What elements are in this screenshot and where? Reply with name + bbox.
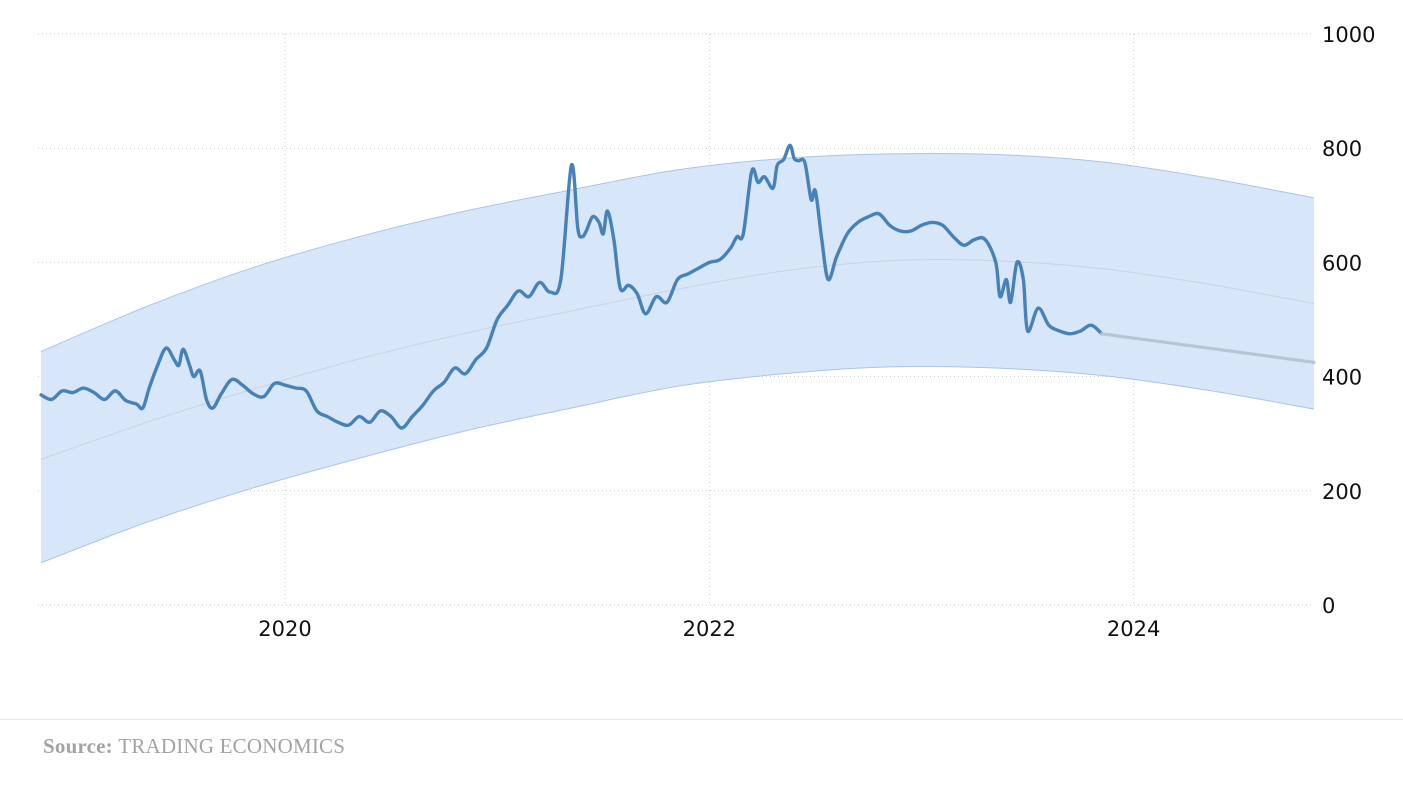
x-tick-label: 2020 xyxy=(258,617,311,641)
band-upper-edge xyxy=(40,152,1315,352)
trend-line xyxy=(40,259,1315,460)
price-series-line xyxy=(39,143,1104,430)
trend-curve xyxy=(40,259,1315,460)
x-tick-label: 2024 xyxy=(1107,617,1160,641)
x-axis-ticks: 2020 2022 2024 xyxy=(258,617,1160,641)
footer-divider xyxy=(0,719,1403,720)
y-axis-ticks: 0 200 400 600 800 1000 xyxy=(1322,23,1375,618)
y-tick-label: 1000 xyxy=(1322,23,1375,47)
source-credit: Source: TRADING ECONOMICS xyxy=(43,734,345,759)
x-tick-label: 2022 xyxy=(683,617,736,641)
source-label: Source: xyxy=(43,734,113,758)
y-tick-label: 400 xyxy=(1322,366,1362,390)
y-tick-label: 800 xyxy=(1322,137,1362,161)
y-tick-label: 200 xyxy=(1322,480,1362,504)
band-area xyxy=(41,153,1314,563)
forecast-band xyxy=(40,152,1315,564)
source-name: TRADING ECONOMICS xyxy=(118,734,346,758)
price-chart: 0 200 400 600 800 1000 2020 2022 2024 xyxy=(38,23,1375,641)
band-lower-edge xyxy=(40,365,1315,564)
y-tick-label: 600 xyxy=(1322,251,1362,275)
y-tick-label: 0 xyxy=(1322,594,1335,618)
forecast-series-line xyxy=(1100,332,1316,364)
series-lines xyxy=(39,143,1316,430)
